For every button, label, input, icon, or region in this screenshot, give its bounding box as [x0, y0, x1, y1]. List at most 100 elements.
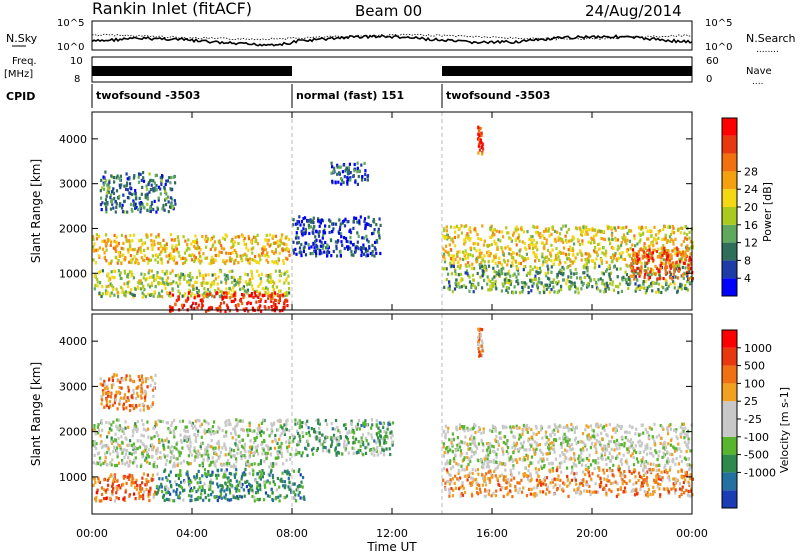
cell-0-7: [517, 282, 520, 286]
cell-1-0: [234, 442, 237, 446]
cell-0-8: [642, 255, 645, 259]
cell-0-1: [96, 277, 99, 281]
cell-0-0: [254, 235, 257, 239]
cell-0-7: [477, 283, 480, 287]
cell-0-7: [552, 278, 555, 282]
cell-0-8: [672, 272, 675, 276]
cell-0-7: [679, 284, 682, 288]
cell-1-2: [255, 486, 258, 490]
cell-0-8: [663, 249, 666, 253]
cell-0-1: [191, 284, 194, 288]
cell-1-0: [227, 422, 230, 426]
cell-0-1: [110, 291, 113, 295]
cell-0-7: [561, 265, 564, 269]
cell-0-7: [533, 265, 536, 269]
cell-0-0: [191, 253, 194, 257]
cpid-row: CPID twofsound -3503 normal (fast) 151 two…: [6, 84, 550, 108]
cell-0-3: [129, 191, 132, 196]
cell-1-0: [280, 451, 283, 455]
cell-1-4: [326, 435, 329, 440]
cell-1-0: [229, 464, 232, 469]
cell-1-0: [241, 419, 245, 423]
cell-1-5: [525, 453, 528, 457]
cell-1-1: [131, 480, 134, 484]
cell-1-3: [146, 385, 149, 389]
cell-1-5: [683, 456, 686, 460]
cell-1-4: [318, 431, 321, 435]
cell-0-4: [324, 246, 328, 250]
cell-0-7: [460, 285, 463, 289]
cell-0-7: [626, 264, 629, 268]
cell-1-0: [218, 454, 221, 458]
cell-0-0: [237, 261, 240, 265]
cell-0-8: [654, 264, 657, 269]
cell-1-0: [199, 444, 202, 449]
cell-0-8: [639, 272, 642, 276]
cell-1-0: [243, 448, 246, 452]
cell-1-1: [97, 479, 100, 483]
cell-1-0: [174, 427, 177, 431]
cell-1-4: [385, 447, 388, 451]
cell-0-7: [673, 282, 676, 286]
cell-1-0: [121, 461, 124, 465]
cell-0-6: [597, 242, 600, 247]
cell-1-3: [129, 374, 132, 378]
cell-1-3: [102, 390, 105, 395]
cell-0-3: [126, 177, 129, 181]
cell-1-2: [241, 472, 244, 476]
freq-panel: Freq. [MHz] 10 8 60 0 Nave ....: [4, 56, 772, 87]
cell-1-0: [104, 452, 107, 456]
cell-0-0: [254, 239, 257, 243]
cell-0-7: [515, 275, 518, 279]
cell-1-5: [604, 447, 607, 451]
cell-1-0: [249, 450, 253, 455]
cell-1-0: [146, 453, 149, 457]
cell-1-0: [96, 425, 99, 429]
cell-0-8: [678, 267, 681, 271]
cell-1-2: [292, 469, 296, 473]
cell-0-4: [308, 246, 311, 250]
cell-0-1: [230, 275, 233, 279]
cell-1-0: [193, 449, 196, 453]
cell-1-0: [234, 425, 237, 429]
cell-0-0: [127, 250, 130, 254]
cell-0-6: [571, 247, 574, 251]
cell-0-0: [265, 258, 268, 262]
cell-0-4: [338, 218, 341, 222]
cell-1-4: [371, 448, 374, 452]
cell-1-1: [104, 489, 107, 493]
cell-0-6: [665, 253, 668, 257]
cell-1-1: [95, 495, 98, 499]
cell-0-7: [516, 267, 519, 271]
cell-1-4: [352, 441, 355, 445]
cell-0-1: [169, 271, 172, 275]
cell-0-7: [655, 290, 658, 294]
cell-1-0: [225, 462, 228, 466]
cell-1-0: [134, 427, 137, 432]
cell-1-3: [112, 383, 115, 387]
cell-1-5: [496, 447, 499, 451]
cell-0-6: [463, 225, 466, 229]
cell-0-7: [678, 264, 681, 268]
cell-0-3: [165, 192, 168, 196]
cell-1-0: [105, 420, 108, 425]
cell-1-2: [219, 494, 222, 498]
cell-0-1: [161, 270, 164, 274]
cell-1-0: [193, 424, 196, 428]
cell-1-4: [338, 430, 342, 434]
cell-1-0: [241, 438, 245, 442]
cell-0-8: [638, 269, 642, 273]
cell-0-1: [227, 277, 230, 281]
cell-1-5: [474, 430, 477, 435]
cell-0-9: [481, 152, 484, 156]
cell-1-2: [236, 495, 239, 499]
cell-0-2: [182, 303, 186, 307]
cell-0-6: [640, 225, 643, 229]
cell-0-0: [143, 241, 147, 245]
cell-0-7: [494, 279, 497, 283]
cell-0-6: [614, 238, 617, 242]
cell-1-2: [178, 484, 181, 488]
cell-1-0: [242, 429, 246, 433]
cell-0-7: [664, 288, 667, 292]
cell-1-0: [94, 432, 97, 436]
